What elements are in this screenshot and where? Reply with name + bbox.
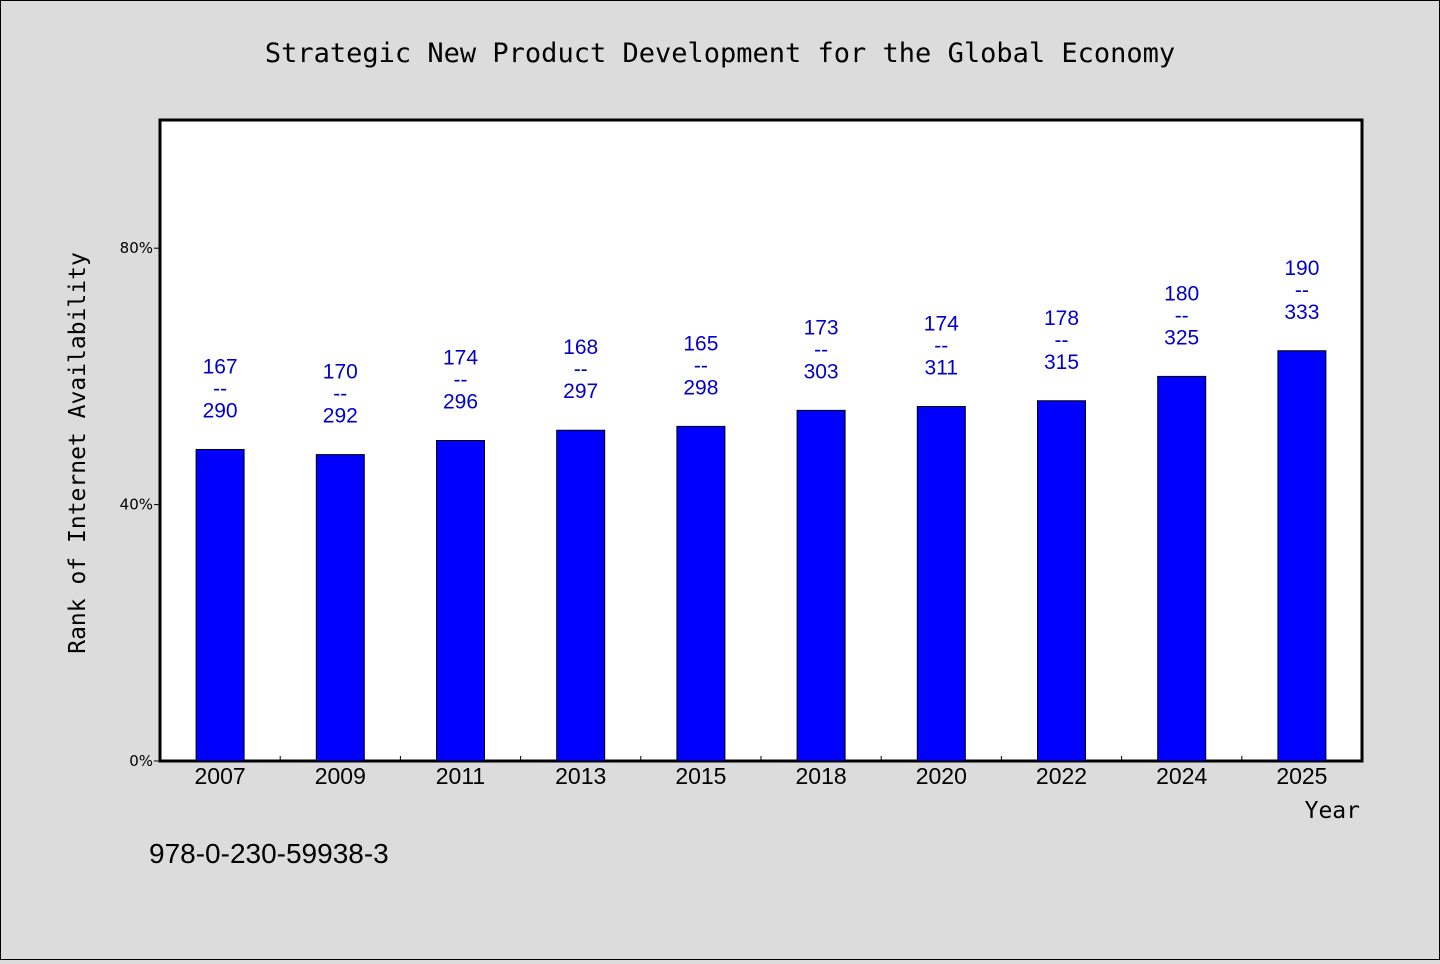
x-tick-label-2022: 2022	[1036, 763, 1087, 789]
data-label-2013-line-3: 297	[563, 380, 598, 403]
data-label-2024-line-2: --	[1175, 304, 1189, 327]
bars-group	[195, 350, 1327, 762]
data-label-2011-line-3: 296	[443, 391, 478, 414]
data-label-2020-line-1: 174	[924, 313, 959, 336]
data-labels-group: 167--290170--292174--296168--297165--298…	[203, 257, 1320, 428]
x-tick-label-2007: 2007	[195, 763, 246, 789]
data-label-2024-line-3: 325	[1164, 326, 1199, 349]
bar-2007	[195, 448, 245, 762]
data-label-2009-line-2: --	[333, 383, 347, 406]
data-label-2015-line-3: 298	[683, 376, 718, 399]
data-label-2018-line-3: 303	[804, 360, 839, 383]
chart-title: Strategic New Product Development for th…	[265, 38, 1175, 69]
data-label-2025-line-2: --	[1295, 279, 1309, 302]
y-tick-label-0: 0%	[129, 752, 153, 770]
data-label-2022-line-1: 178	[1044, 307, 1079, 330]
data-label-2018-line-2: --	[814, 338, 828, 361]
isbn-text: 978-0-230-59938-3	[149, 838, 389, 869]
data-label-2013-line-2: --	[574, 358, 588, 381]
data-label-2009-line-1: 170	[323, 361, 358, 384]
x-tick-label-2025: 2025	[1276, 763, 1327, 789]
data-label-2025-line-1: 190	[1284, 257, 1319, 280]
x-tick-label-2024: 2024	[1156, 763, 1207, 789]
x-tick-label-2015: 2015	[675, 763, 726, 789]
data-label-2011-line-1: 174	[443, 347, 478, 370]
data-label-2007-line-2: --	[213, 377, 227, 400]
data-label-2020-line-2: --	[934, 335, 948, 358]
data-label-2007-line-3: 290	[203, 399, 238, 422]
bar-2018	[796, 409, 846, 762]
bar-2009	[315, 454, 365, 762]
y-axis-ticks: 0% 40% 80%	[120, 239, 160, 770]
data-label-2009-line-3: 292	[323, 405, 358, 428]
y-axis-label: Rank of Internet Availability	[65, 252, 91, 654]
data-label-2015-line-2: --	[694, 354, 708, 377]
data-label-2018-line-1: 173	[804, 316, 839, 339]
bar-2025	[1277, 350, 1327, 762]
bar-2011	[436, 440, 485, 762]
x-tick-label-2013: 2013	[555, 763, 606, 789]
y-tick-label-80: 80%	[120, 239, 153, 257]
x-tick-label-2018: 2018	[796, 763, 847, 789]
bar-2022	[1037, 400, 1086, 762]
data-label-2007-line-1: 167	[203, 355, 238, 378]
bar-2015	[676, 425, 726, 762]
data-label-2024-line-1: 180	[1164, 282, 1199, 305]
data-label-2022-line-3: 315	[1044, 351, 1079, 374]
bar-2024	[1157, 375, 1207, 762]
data-label-2022-line-2: --	[1055, 329, 1069, 352]
data-label-2013-line-1: 168	[563, 336, 598, 359]
x-axis-ticks: 2007 2009 2011 2013 2015 2018 2020 2022 2024 2025	[195, 756, 1327, 789]
bar-2020	[916, 406, 966, 762]
x-tick-label-2011: 2011	[436, 763, 485, 789]
data-label-2011-line-2: --	[454, 369, 468, 392]
x-tick-label-2009: 2009	[315, 763, 366, 789]
bar-2013	[556, 429, 606, 762]
x-axis-label: Year	[1305, 798, 1360, 824]
data-label-2020-line-3: 311	[925, 357, 958, 380]
data-label-2015-line-1: 165	[683, 332, 718, 355]
y-tick-label-40: 40%	[120, 496, 153, 514]
data-label-2025-line-3: 333	[1284, 301, 1319, 324]
x-tick-label-2020: 2020	[916, 763, 967, 789]
